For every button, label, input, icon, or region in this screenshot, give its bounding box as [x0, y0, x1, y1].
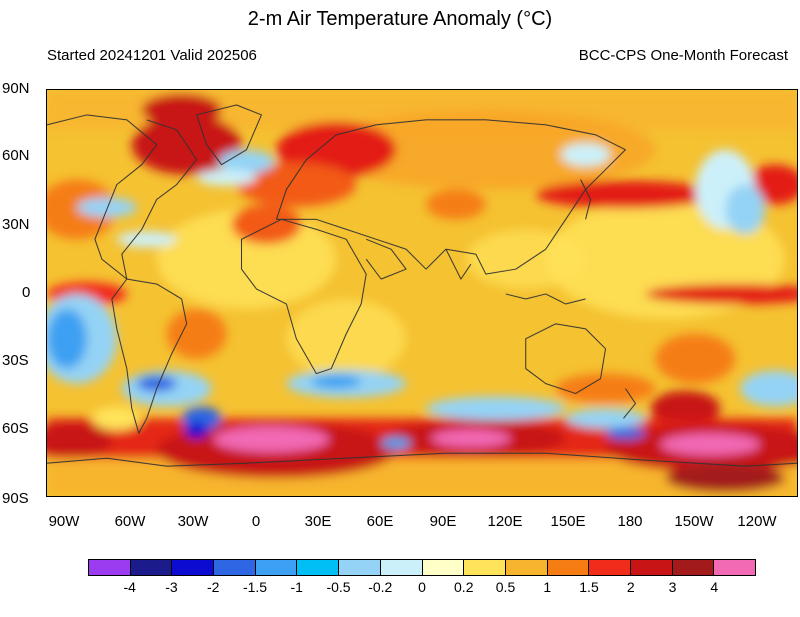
lon-label: 180 — [617, 513, 643, 530]
colorbar-tick-label: -3 — [165, 579, 178, 595]
lon-label: 60E — [366, 513, 394, 530]
colorbar-tick-label: 1.5 — [579, 579, 599, 595]
colorbar-swatch — [214, 560, 256, 575]
colorbar-swatch — [589, 560, 631, 575]
lon-label: 30W — [177, 513, 209, 530]
lon-label: 0 — [251, 513, 261, 530]
anomaly-field — [47, 90, 797, 496]
colorbar-tick-label: 0 — [418, 579, 426, 595]
colorbar — [88, 559, 756, 576]
colorbar-swatch — [172, 560, 215, 575]
lat-label: 60N — [2, 147, 30, 164]
colorbar-tick-label: 3 — [668, 579, 677, 595]
colorbar-swatch — [339, 560, 381, 575]
colorbar-swatch — [130, 560, 173, 575]
colorbar-swatch — [505, 560, 548, 575]
colorbar-swatch — [422, 560, 465, 575]
lon-label: 120E — [487, 513, 523, 530]
colorbar-swatch — [672, 560, 715, 575]
lon-label: 90E — [429, 513, 457, 530]
map-title: 2-m Air Temperature Anomaly (°C) — [247, 8, 553, 30]
colorbar-tick-label: -2 — [207, 579, 220, 595]
lat-label: 90N — [2, 80, 30, 97]
lon-label: 30E — [304, 513, 332, 530]
run-dates: Started 20241201 Valid 202506 — [47, 47, 257, 64]
colorbar-swatch — [464, 560, 506, 575]
colorbar-tick-label: -4 — [123, 579, 136, 595]
lon-label: 60W — [114, 513, 146, 530]
colorbar-swatch — [380, 560, 423, 575]
colorbar-tick-label: -0.2 — [368, 579, 393, 595]
colorbar-swatch — [297, 560, 340, 575]
colorbar-tick-label: -0.5 — [326, 579, 351, 595]
lon-label: 120W — [737, 513, 777, 530]
colorbar-tick-label: -1 — [290, 579, 303, 595]
lon-label: 90W — [48, 513, 80, 530]
lon-label: 150E — [550, 513, 586, 530]
colorbar-swatch — [255, 560, 298, 575]
colorbar-swatch — [714, 560, 755, 575]
colorbar-tick-label: 4 — [710, 579, 719, 595]
lat-label: 60S — [2, 420, 29, 437]
lat-label: 0 — [22, 284, 31, 301]
colorbar-swatch — [630, 560, 673, 575]
lat-label: 30N — [2, 216, 30, 233]
lat-label: 90S — [2, 490, 29, 507]
colorbar-tick-label: 0.2 — [454, 579, 474, 595]
colorbar-tick-label: -1.5 — [242, 579, 268, 595]
temperature-anomaly-map — [46, 89, 798, 497]
colorbar-tick-label: 2 — [626, 579, 635, 595]
forecast-source: BCC-CPS One-Month Forecast — [578, 47, 788, 64]
colorbar-tick-label: 1 — [543, 579, 552, 595]
colorbar-tick-label: 0.5 — [495, 579, 516, 595]
lon-label: 150W — [674, 513, 714, 530]
lat-label: 30S — [2, 352, 29, 369]
colorbar-swatch — [89, 560, 131, 575]
colorbar-swatch — [547, 560, 590, 575]
